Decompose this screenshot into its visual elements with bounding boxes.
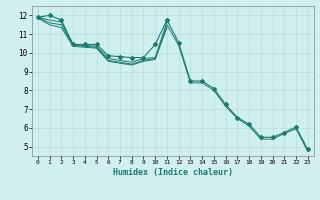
X-axis label: Humidex (Indice chaleur): Humidex (Indice chaleur) [113, 168, 233, 177]
